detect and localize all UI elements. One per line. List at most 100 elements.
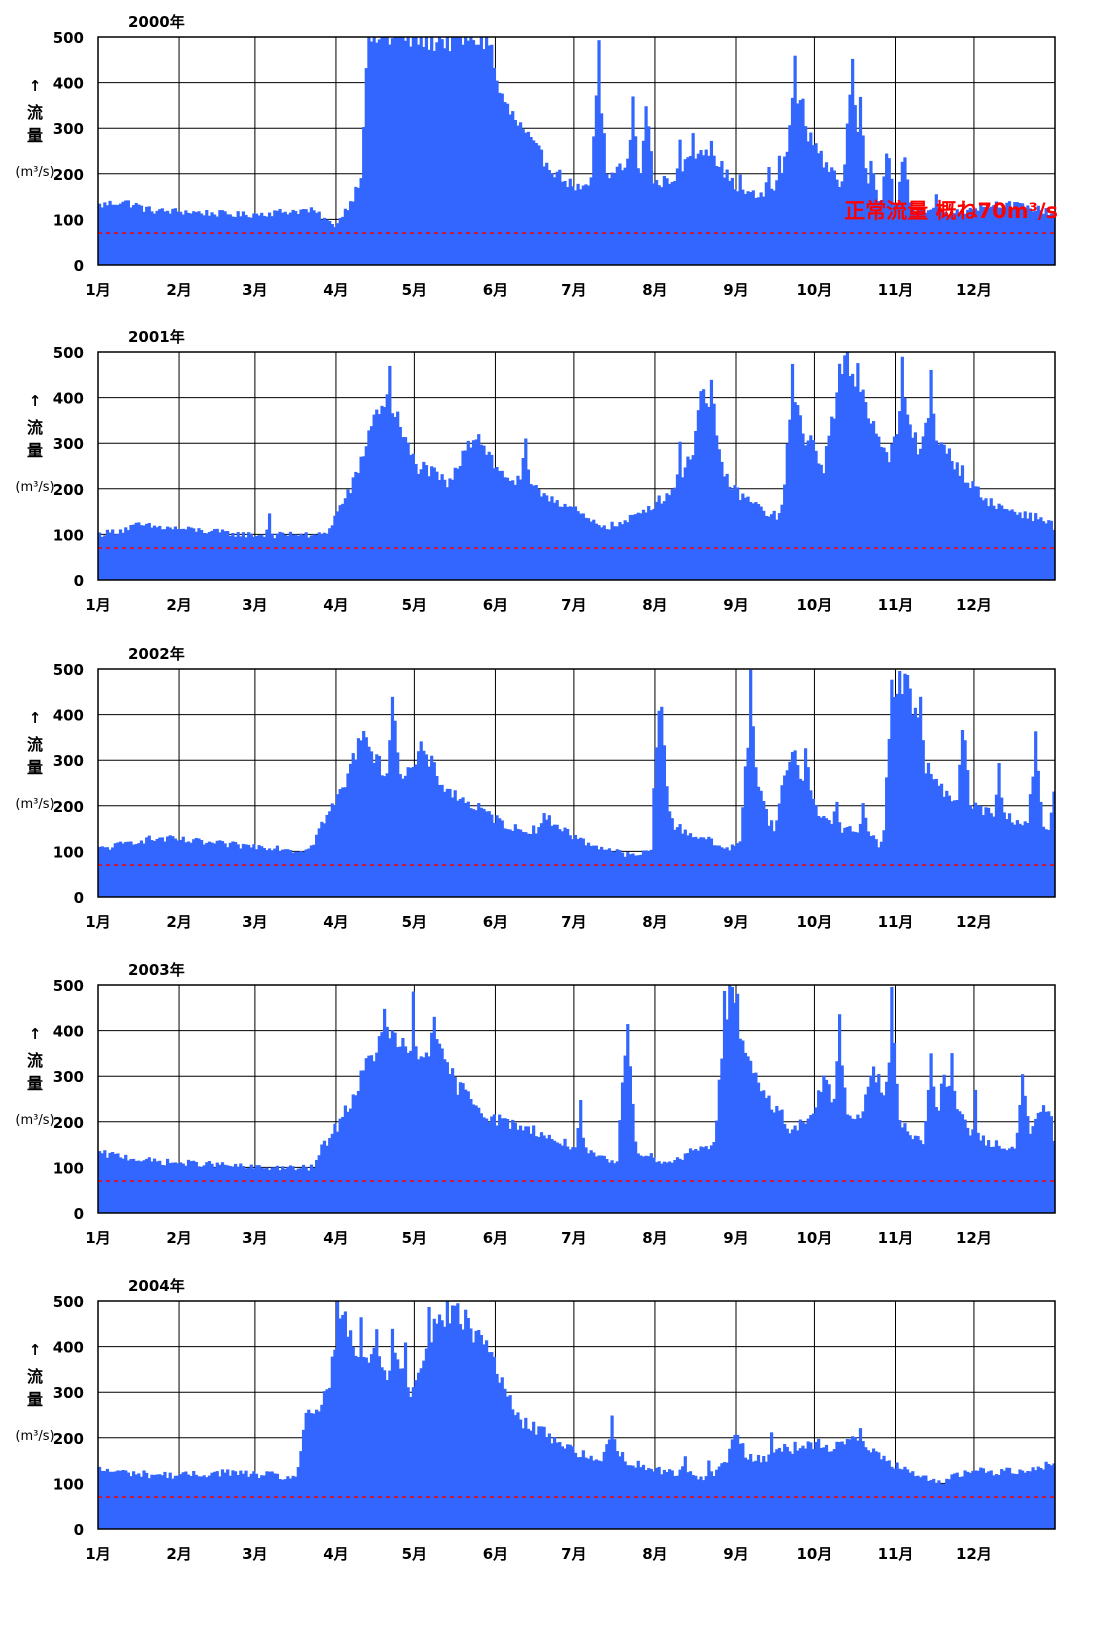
flow-bar bbox=[184, 529, 188, 580]
flow-bar bbox=[330, 1356, 334, 1529]
flow-bar bbox=[722, 177, 727, 265]
flow-bar bbox=[469, 447, 473, 580]
flow-bar bbox=[262, 536, 266, 580]
flow-bar bbox=[905, 1469, 910, 1529]
flow-bar bbox=[929, 773, 933, 897]
flow-bar bbox=[911, 209, 915, 265]
flow-bar bbox=[576, 1457, 580, 1529]
flow-bar bbox=[824, 446, 829, 580]
flow-bar bbox=[722, 476, 727, 580]
flow-bar bbox=[827, 1084, 831, 1213]
flow-bar bbox=[796, 1450, 800, 1529]
flow-bar bbox=[571, 1446, 575, 1529]
flow-bar bbox=[367, 430, 371, 580]
flow-bar bbox=[362, 730, 366, 897]
flow-bar bbox=[958, 213, 962, 265]
flow-bar bbox=[322, 1391, 327, 1529]
y-axis-unit: (m³/s) bbox=[15, 1429, 54, 1444]
x-tick-label: 3月 bbox=[242, 1545, 267, 1563]
flow-bar bbox=[233, 1163, 238, 1213]
flow-bar bbox=[1013, 202, 1017, 265]
flow-bar bbox=[197, 838, 201, 897]
flow-bar bbox=[552, 502, 557, 580]
flow-bar bbox=[417, 473, 421, 580]
flow-bar bbox=[670, 1162, 674, 1213]
flow-bar bbox=[620, 170, 625, 265]
flow-bar bbox=[137, 843, 141, 897]
flow-bar bbox=[341, 1116, 345, 1213]
flow-bar bbox=[594, 1459, 599, 1529]
flow-bar bbox=[247, 217, 251, 265]
flow-bar bbox=[121, 843, 125, 897]
flow-bar bbox=[968, 1472, 972, 1529]
flow-bar bbox=[934, 440, 938, 580]
flow-bar bbox=[861, 1111, 865, 1213]
flow-bar bbox=[584, 517, 588, 580]
flow-bar bbox=[552, 824, 557, 897]
flow-bar bbox=[341, 503, 345, 580]
flow-bar bbox=[921, 740, 925, 897]
flow-bar bbox=[895, 204, 899, 265]
flow-bar bbox=[218, 210, 222, 265]
flow-bar bbox=[994, 1474, 999, 1529]
flow-bar bbox=[450, 479, 455, 580]
flow-bar bbox=[573, 190, 578, 265]
flow-bar bbox=[542, 813, 546, 897]
flow-bar bbox=[477, 1107, 481, 1213]
flow-bar bbox=[163, 211, 167, 265]
flow-bar bbox=[555, 1142, 559, 1213]
y-tick-label: 100 bbox=[53, 211, 84, 229]
flow-bar bbox=[511, 1409, 515, 1529]
flow-bar bbox=[665, 1472, 669, 1529]
flow-bar bbox=[186, 1159, 191, 1213]
flow-bar bbox=[788, 1133, 792, 1213]
flow-bar bbox=[971, 1470, 975, 1529]
flow-bar bbox=[534, 833, 538, 897]
flow-bar bbox=[780, 1109, 784, 1213]
flow-bar bbox=[367, 1362, 371, 1529]
flow-bar bbox=[362, 126, 366, 265]
flow-bar bbox=[456, 800, 460, 897]
flow-bar bbox=[738, 174, 742, 265]
flow-bar bbox=[335, 1131, 340, 1213]
flow-bar bbox=[526, 1126, 531, 1213]
flow-bar bbox=[1044, 1461, 1048, 1529]
flow-bar bbox=[552, 1140, 557, 1213]
flow-bar bbox=[215, 528, 219, 580]
flow-bar bbox=[487, 811, 491, 897]
flow-bar bbox=[913, 707, 918, 897]
flow-bar bbox=[542, 1426, 546, 1529]
flow-bar bbox=[419, 741, 423, 897]
flow-bar bbox=[448, 1074, 452, 1213]
flow-bar bbox=[926, 210, 931, 265]
flow-bar bbox=[730, 1439, 734, 1529]
flow-bar bbox=[275, 845, 280, 897]
flow-bar bbox=[1041, 521, 1046, 580]
flow-bar bbox=[573, 834, 578, 897]
flow-bar bbox=[349, 1330, 353, 1529]
flow-bar bbox=[971, 808, 975, 897]
flow-bar bbox=[762, 196, 766, 265]
flow-bar bbox=[343, 787, 347, 897]
x-tick-label: 10月 bbox=[797, 281, 833, 299]
y-axis-unit: (m³/s) bbox=[15, 797, 54, 812]
flow-bar bbox=[971, 481, 975, 580]
flow-bar bbox=[495, 466, 499, 580]
flow-bar bbox=[584, 1147, 588, 1213]
flow-bar bbox=[877, 1452, 881, 1529]
flow-bar bbox=[934, 194, 938, 265]
flow-bar bbox=[103, 202, 107, 265]
flow-bar bbox=[908, 202, 912, 265]
flow-bar bbox=[401, 1368, 405, 1529]
flow-bar bbox=[814, 1441, 818, 1529]
flow-bar bbox=[550, 1443, 554, 1529]
flow-bar bbox=[320, 821, 324, 897]
flow-bar bbox=[505, 829, 510, 897]
x-tick-label: 8月 bbox=[642, 1545, 667, 1563]
flow-bar bbox=[158, 525, 162, 580]
flow-bar bbox=[874, 433, 878, 580]
flow-bar bbox=[179, 211, 183, 265]
flow-bar bbox=[911, 1139, 915, 1213]
flow-bar bbox=[958, 1111, 962, 1213]
flow-bar bbox=[537, 1426, 541, 1529]
